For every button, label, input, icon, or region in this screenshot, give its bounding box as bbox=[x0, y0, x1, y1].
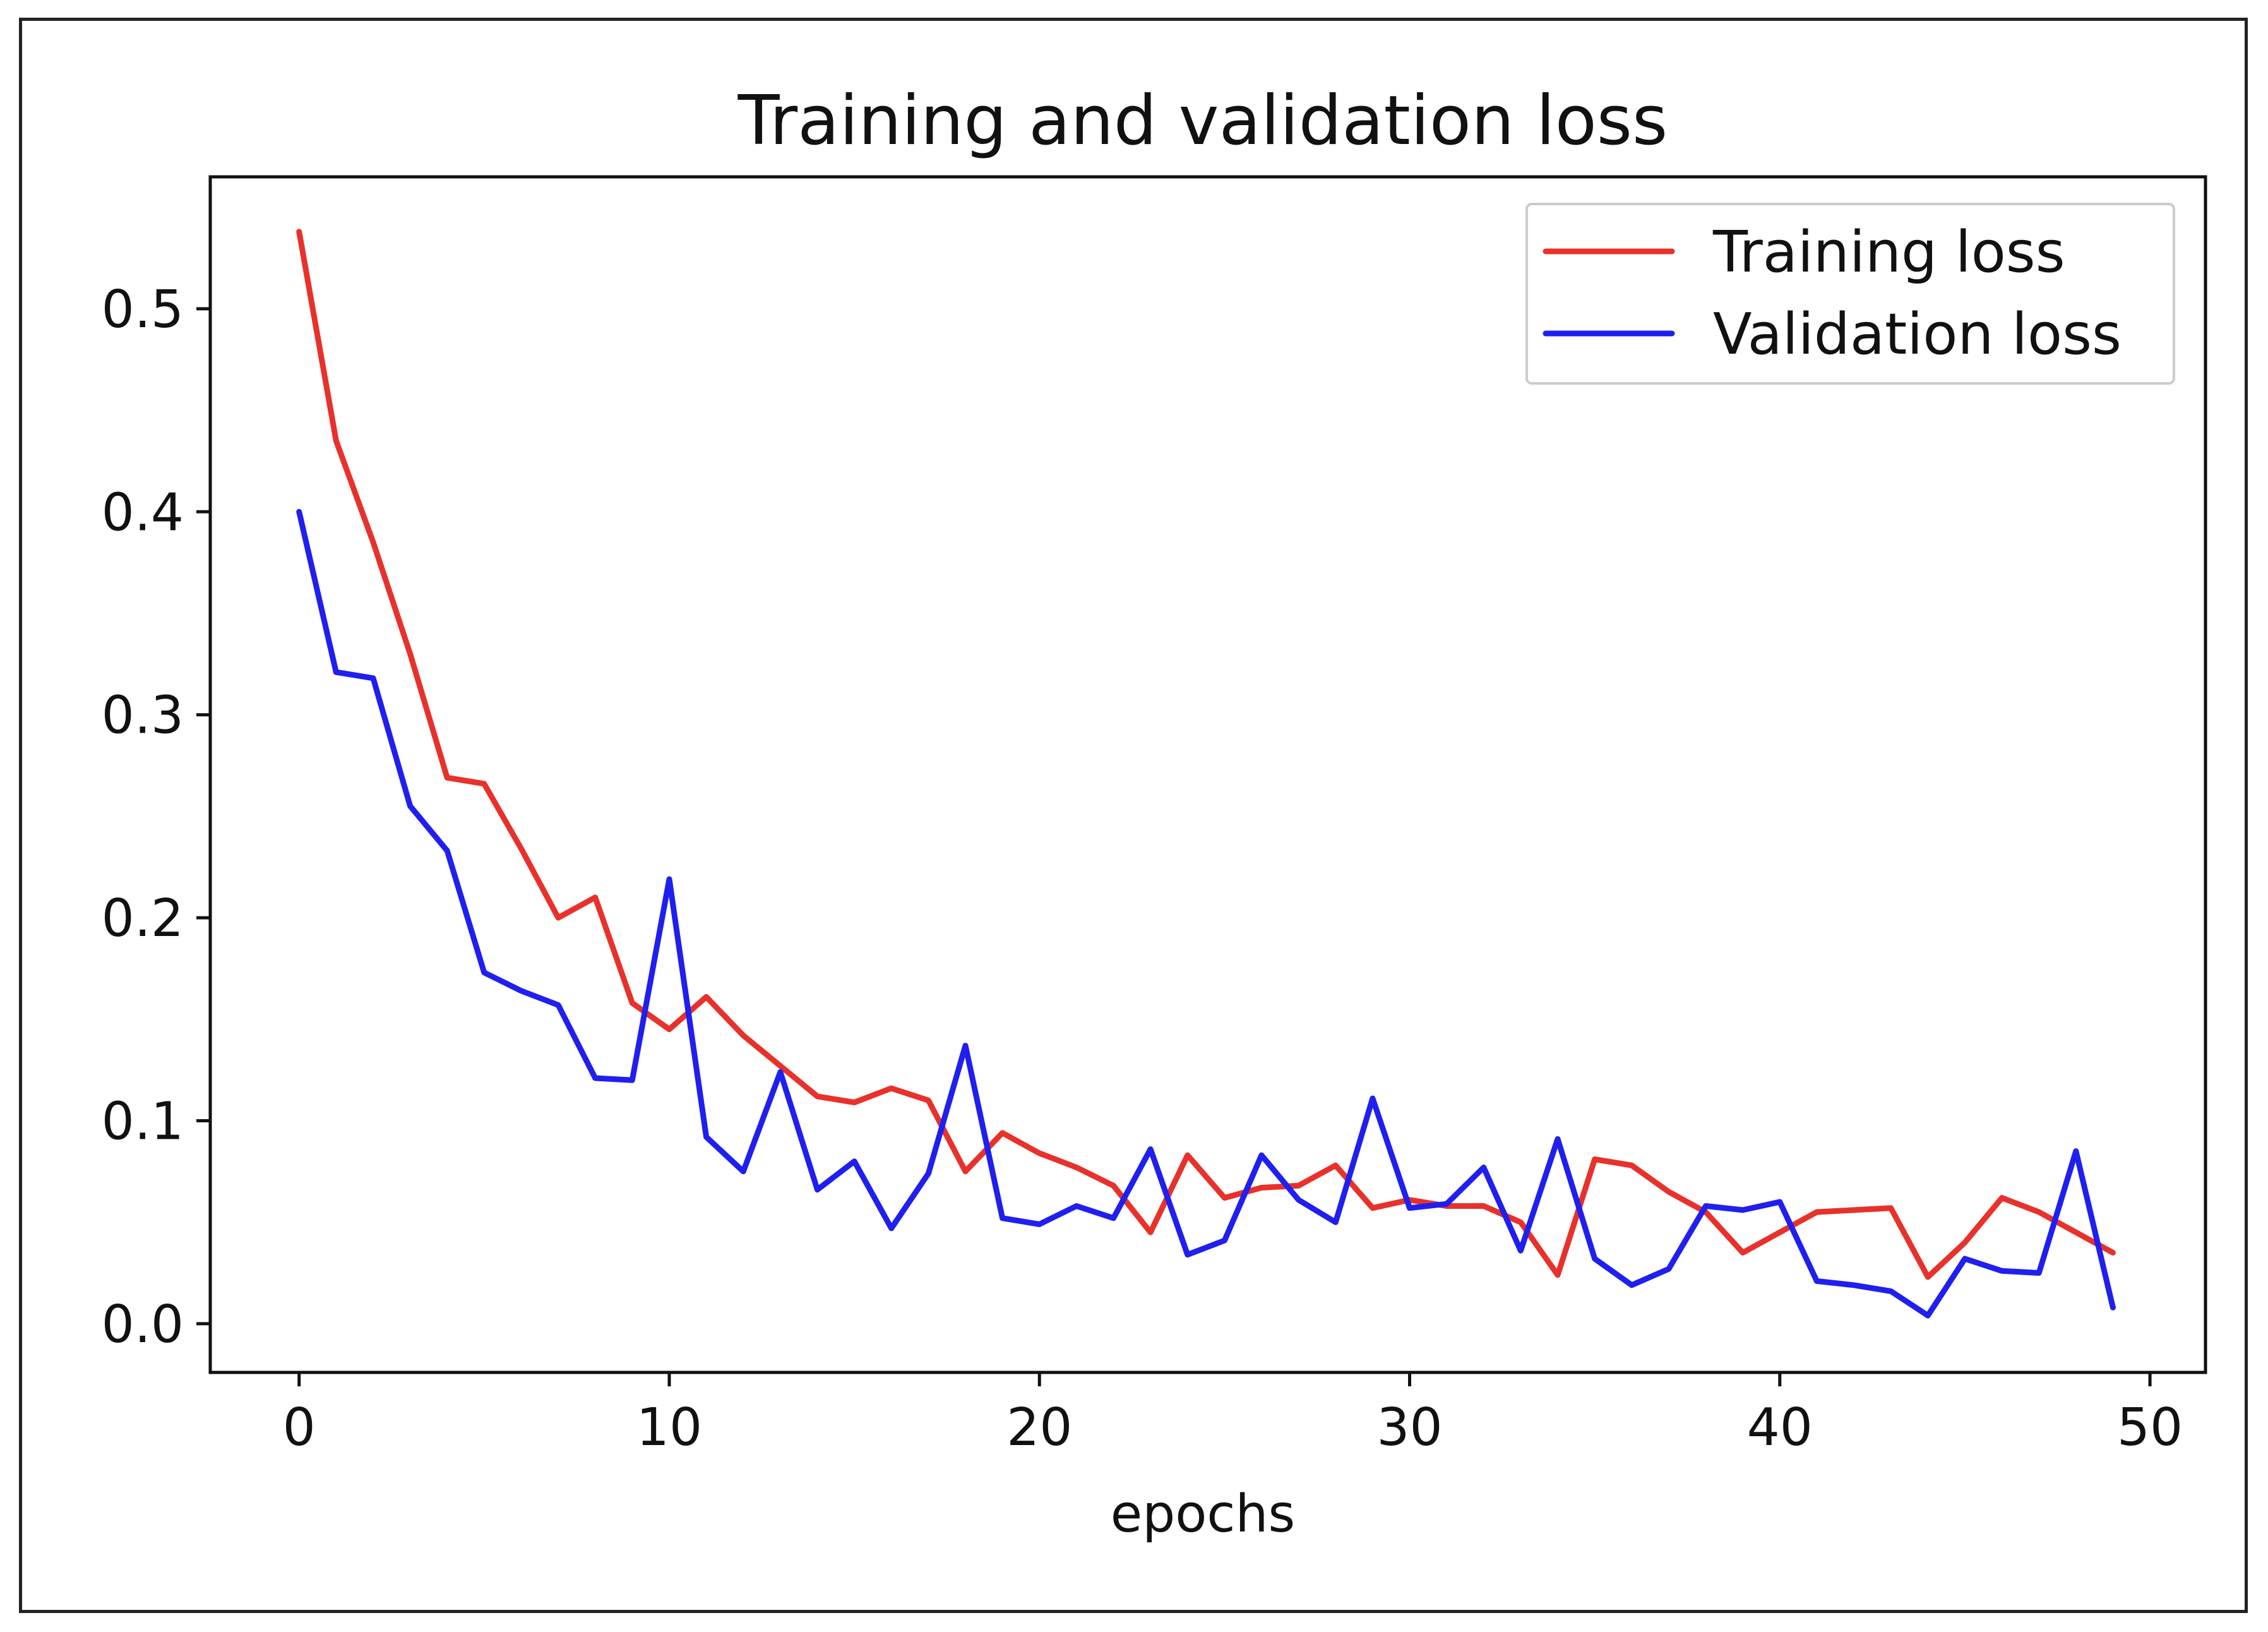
figure-frame bbox=[19, 18, 2248, 1613]
x-tick-label: 20 bbox=[1006, 1398, 1072, 1458]
x-axis-label: epochs bbox=[1111, 1484, 1295, 1544]
series-line-training-loss bbox=[296, 229, 2116, 1280]
y-tick-label: 0.2 bbox=[102, 889, 184, 949]
x-tick-label: 0 bbox=[283, 1398, 316, 1458]
legend-label: Validation loss bbox=[1713, 301, 2122, 368]
y-tick-label: 0.4 bbox=[102, 483, 184, 543]
x-tick-label: 40 bbox=[1747, 1398, 1813, 1458]
legend: Training loss Validation loss bbox=[1525, 203, 2175, 385]
x-tick-label: 30 bbox=[1376, 1398, 1442, 1458]
legend-box bbox=[1525, 203, 2175, 385]
y-tick-label: 0.1 bbox=[102, 1091, 184, 1151]
y-tick-label: 0.0 bbox=[102, 1295, 184, 1355]
legend-label: Training loss bbox=[1712, 219, 2065, 285]
x-tick-label: 50 bbox=[2117, 1398, 2183, 1458]
series-line-validation-loss bbox=[296, 508, 2116, 1319]
x-tick-label: 10 bbox=[636, 1398, 702, 1458]
y-tick-label: 0.3 bbox=[102, 686, 184, 746]
chart-title: Training and validation loss bbox=[737, 81, 1668, 160]
y-tick-label: 0.5 bbox=[102, 280, 184, 340]
